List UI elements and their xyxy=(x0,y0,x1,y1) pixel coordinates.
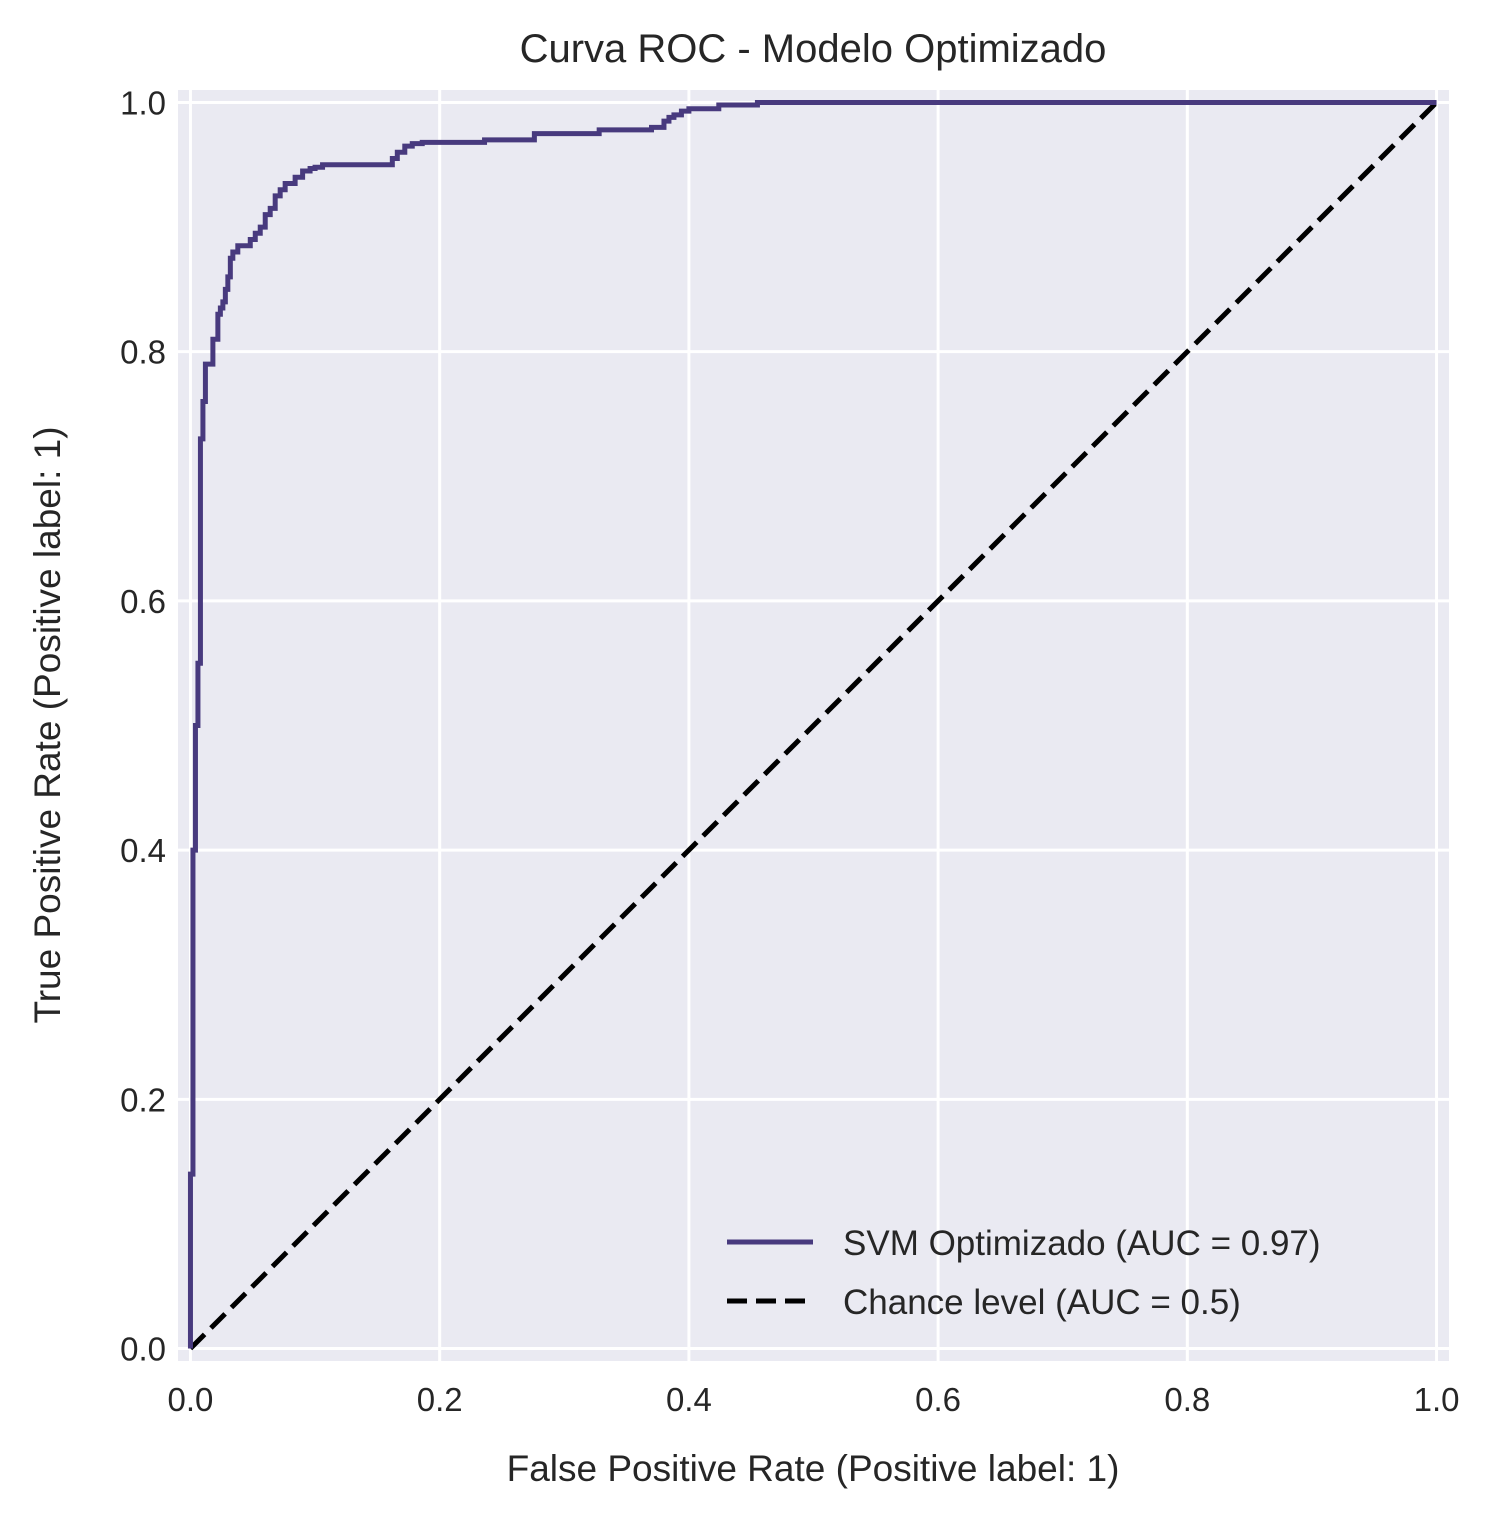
series-line-chance xyxy=(188,100,1439,1351)
x-tick-label: 0.8 xyxy=(1164,1381,1210,1418)
y-tick-label: 0.0 xyxy=(120,1331,166,1368)
x-tick-label: 1.0 xyxy=(1414,1381,1460,1418)
x-tick-label: 0.2 xyxy=(417,1381,463,1418)
x-tick-label: 0.4 xyxy=(666,1381,712,1418)
grid-lines xyxy=(178,90,1449,1361)
series-layer xyxy=(187,99,1439,1351)
y-tick-label: 0.6 xyxy=(120,583,166,620)
y-tick-label: 0.4 xyxy=(120,832,166,869)
y-axis-label: True Positive Rate (Positive label: 1) xyxy=(27,426,68,1023)
legend-label-chance: Chance level (AUC = 0.5) xyxy=(843,1283,1241,1322)
legend: SVM Optimizado (AUC = 0.97) Chance level… xyxy=(727,1224,1321,1322)
chart-title: Curva ROC - Modelo Optimizado xyxy=(520,27,1107,71)
y-tick-label: 0.8 xyxy=(120,334,166,371)
series-line-svm xyxy=(187,99,1437,1349)
x-axis-label: False Positive Rate (Positive label: 1) xyxy=(507,1448,1120,1489)
legend-label-svm: SVM Optimizado (AUC = 0.97) xyxy=(843,1224,1321,1263)
x-tick-label: 0.0 xyxy=(168,1381,214,1418)
y-tick-label: 0.2 xyxy=(120,1081,166,1118)
tick-labels: 0.0 0.2 0.4 0.6 0.8 1.0 0.0 0.2 0.4 0.6 0.8 1.0 xyxy=(120,84,1459,1418)
x-tick-label: 0.6 xyxy=(915,1381,961,1418)
y-tick-label: 1.0 xyxy=(120,84,166,121)
